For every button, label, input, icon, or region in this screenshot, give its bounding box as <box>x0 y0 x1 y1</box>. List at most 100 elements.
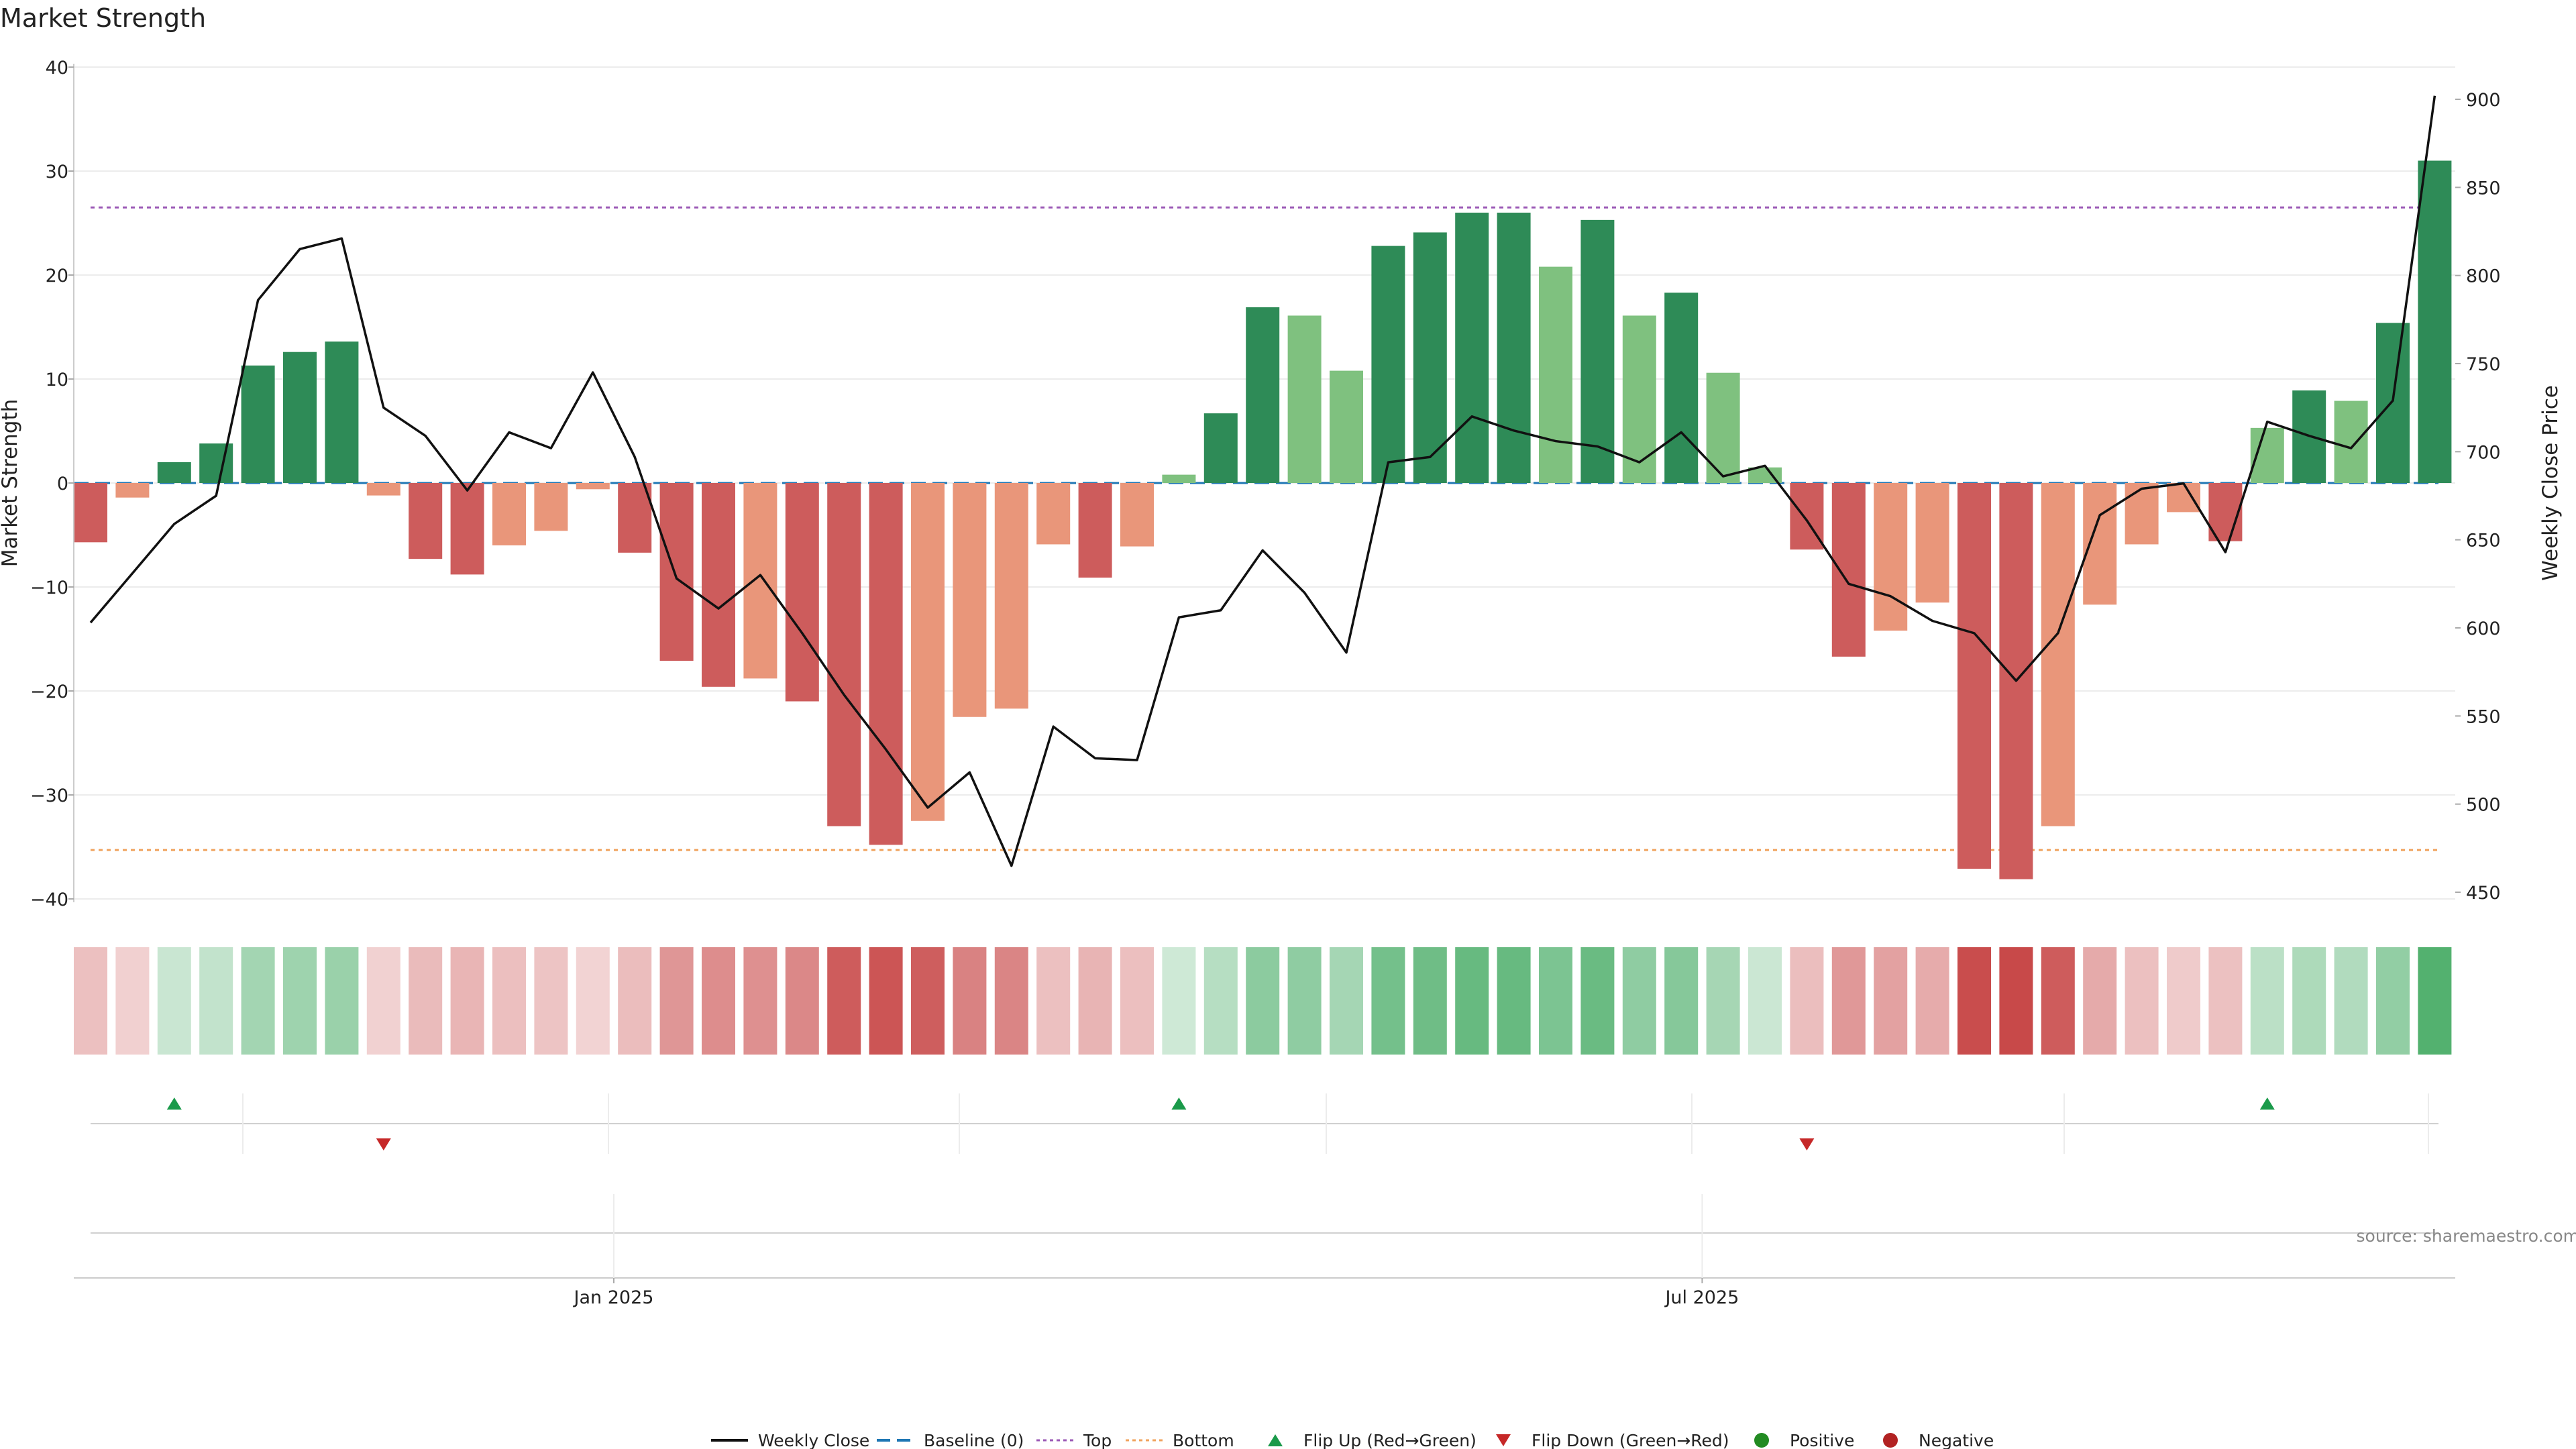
strength-bar-11 <box>534 483 568 531</box>
legend: Weekly Close Baseline (0) Top Bottom Flip Up… <box>711 1431 1994 1449</box>
heat-cell-15 <box>702 947 735 1055</box>
heat-cell-10 <box>492 947 526 1055</box>
heat-cell-50 <box>2167 947 2200 1055</box>
strength-bar-56 <box>2418 160 2452 483</box>
y-tick-label-2: 20 <box>46 266 68 286</box>
strength-bar-12 <box>576 483 610 490</box>
legend-label-7: Negative <box>1919 1431 1994 1449</box>
heat-cell-12 <box>576 947 610 1055</box>
heat-cell-7 <box>366 947 400 1055</box>
y-tick-label-8: −40 <box>30 890 68 910</box>
strength-bar-32 <box>1413 232 1447 483</box>
y2-tick-label-5: 650 <box>2466 531 2501 551</box>
x-tick-label-1: Jul 2025 <box>1664 1287 1739 1308</box>
heat-cell-5 <box>283 947 317 1055</box>
strength-bar-10 <box>492 483 526 545</box>
heat-cell-28 <box>1246 947 1280 1055</box>
heat-cell-45 <box>1957 947 1991 1055</box>
heat-cell-23 <box>1036 947 1071 1055</box>
strength-bar-39 <box>1706 372 1740 483</box>
y2-tick-label-7: 550 <box>2466 706 2501 727</box>
heat-cell-33 <box>1455 947 1489 1055</box>
legend-label-1: Baseline (0) <box>924 1431 1024 1449</box>
heat-cell-8 <box>409 947 443 1055</box>
strength-bar-25 <box>1120 483 1154 547</box>
y-tick-label-4: 0 <box>57 474 68 494</box>
strength-bar-43 <box>1874 483 1908 631</box>
heat-cell-1 <box>115 947 150 1055</box>
strength-bar-31 <box>1371 246 1405 483</box>
heat-cell-42 <box>1831 947 1866 1055</box>
flip-down-marker-1 <box>1799 1138 1815 1150</box>
heat-cell-9 <box>450 947 484 1055</box>
legend-label-4: Flip Up (Red→Green) <box>1303 1431 1477 1449</box>
strength-bar-40 <box>1748 467 1782 483</box>
strength-bar-16 <box>743 483 777 679</box>
x-axis-ticks: Jan 2025 Jul 2025 <box>573 1278 1739 1308</box>
strength-bar-14 <box>659 483 694 661</box>
source-note: source: sharemaestro.com <box>2357 1226 2576 1246</box>
legend-swatch-positive <box>1754 1433 1769 1448</box>
weekly-close-series <box>89 95 2436 867</box>
heat-cell-43 <box>1874 947 1908 1055</box>
strength-heat-strip <box>74 947 2452 1055</box>
y2-tick-label-4: 700 <box>2466 442 2501 463</box>
heat-cell-38 <box>1664 947 1699 1055</box>
weekly-close-line <box>89 95 2436 867</box>
flip-down-marker-0 <box>376 1138 391 1150</box>
heat-cell-54 <box>2334 947 2368 1055</box>
heat-cell-44 <box>1915 947 1949 1055</box>
strength-bar-35 <box>1539 266 1572 483</box>
strength-bar-15 <box>702 483 735 687</box>
strength-bar-45 <box>1957 483 1991 869</box>
y-tick-label-6: −20 <box>30 682 68 702</box>
heat-cell-16 <box>743 947 777 1055</box>
strength-bars <box>74 160 2452 879</box>
strength-bar-50 <box>2167 483 2200 513</box>
heat-cell-53 <box>2292 947 2326 1055</box>
heat-cell-18 <box>827 947 861 1055</box>
y-axis-ticks: 40 30 20 10 0 −10 −20 −30 −40 <box>30 58 74 910</box>
heat-cell-41 <box>1790 947 1824 1055</box>
strength-bar-36 <box>1580 219 1615 483</box>
heat-cell-29 <box>1287 947 1322 1055</box>
heat-cell-49 <box>2125 947 2159 1055</box>
strength-bar-5 <box>283 352 317 483</box>
strength-bar-17 <box>785 483 819 702</box>
y-tick-label-3: 10 <box>46 370 68 390</box>
heat-cell-48 <box>2083 947 2117 1055</box>
strength-bar-2 <box>157 462 191 483</box>
heat-cell-19 <box>869 947 903 1055</box>
flip-up-marker-2 <box>2259 1097 2275 1110</box>
y-tick-label-7: −30 <box>30 786 68 806</box>
strength-bar-0 <box>74 483 107 543</box>
y-tick-label-5: −10 <box>30 578 68 598</box>
heat-cell-4 <box>241 947 275 1055</box>
y2-axis-ticks: 900 850 800 750 700 650 600 550 500 450 <box>2455 90 2501 904</box>
legend-label-0: Weekly Close <box>758 1431 869 1449</box>
strength-bar-19 <box>869 483 903 845</box>
y2-tick-label-1: 850 <box>2466 178 2501 199</box>
heat-cell-6 <box>325 947 359 1055</box>
heat-cell-26 <box>1162 947 1196 1055</box>
y-axis-label: Market Strength <box>0 399 22 568</box>
heat-cell-30 <box>1330 947 1363 1055</box>
legend-swatch-flip-up <box>1268 1434 1283 1446</box>
heat-cell-21 <box>953 947 987 1055</box>
strength-bar-29 <box>1287 315 1322 483</box>
heat-cell-24 <box>1078 947 1112 1055</box>
heat-cell-13 <box>618 947 652 1055</box>
y2-tick-label-6: 600 <box>2466 619 2501 639</box>
heat-cell-52 <box>2250 947 2284 1055</box>
heat-cell-11 <box>534 947 568 1055</box>
heat-cell-47 <box>2041 947 2075 1055</box>
strength-bar-38 <box>1664 292 1699 483</box>
strength-bar-23 <box>1036 483 1071 545</box>
strength-bar-24 <box>1078 483 1112 578</box>
strength-bar-47 <box>2041 483 2075 826</box>
heat-cell-27 <box>1203 947 1238 1055</box>
heat-cell-25 <box>1120 947 1154 1055</box>
heat-cell-36 <box>1580 947 1615 1055</box>
y2-axis-label: Weekly Close Price <box>2538 385 2563 581</box>
